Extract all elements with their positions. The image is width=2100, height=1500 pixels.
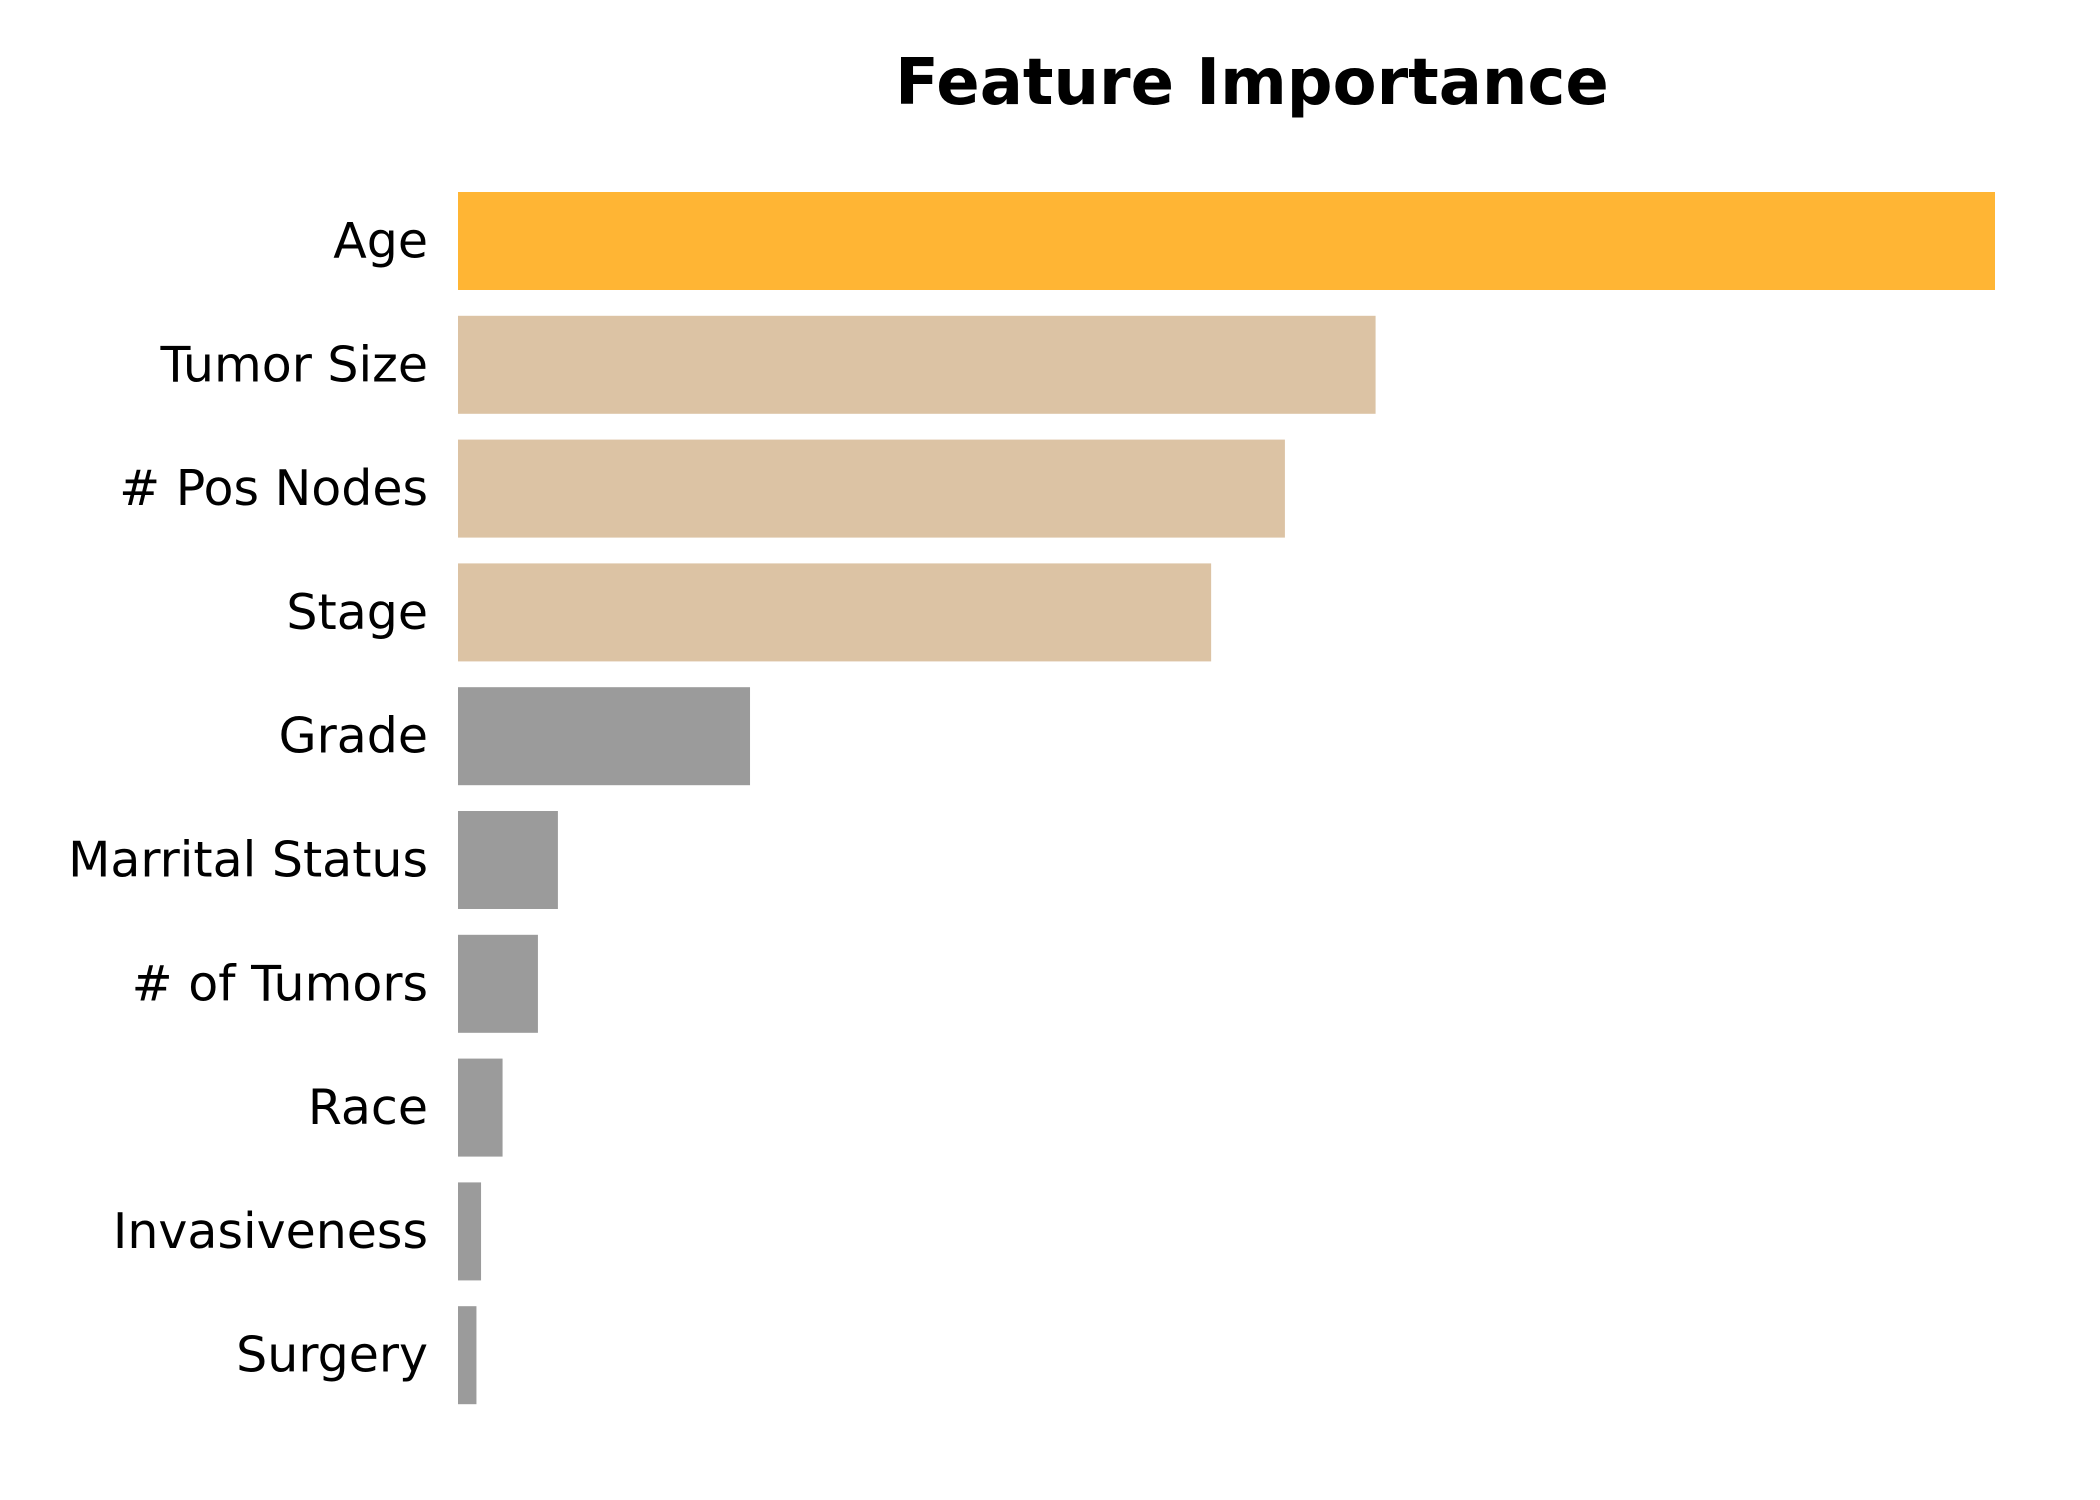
bar-of-tumors bbox=[458, 934, 538, 1033]
tick-label-tumor-size: Tumor Size bbox=[159, 336, 428, 393]
bar-race bbox=[458, 1058, 503, 1157]
chart-title: Feature Importance bbox=[895, 46, 1609, 120]
tick-labels-group: Age Tumor Size # Pos Nodes Stage Grade Marrit… bbox=[68, 213, 428, 1384]
bar-surgery bbox=[458, 1306, 477, 1405]
tick-label-surgery: Surgery bbox=[236, 1327, 428, 1384]
tick-label-race: Race bbox=[308, 1079, 428, 1136]
bar-age bbox=[458, 192, 1995, 290]
bar-grade bbox=[458, 687, 751, 786]
tick-label-marrital-status: Marrital Status bbox=[68, 832, 428, 889]
tick-label-stage: Stage bbox=[286, 584, 428, 641]
tick-label-of-tumors: # of Tumors bbox=[132, 955, 428, 1012]
bar-marrital-status bbox=[458, 811, 558, 909]
tick-label-age: Age bbox=[333, 213, 428, 270]
bar-tumor-size bbox=[458, 315, 1376, 414]
bar-stage bbox=[458, 563, 1212, 662]
bar-invasiveness bbox=[458, 1182, 482, 1281]
tick-label-pos-nodes: # Pos Nodes bbox=[119, 460, 428, 517]
bars-group bbox=[458, 192, 1995, 1405]
tick-label-grade: Grade bbox=[279, 708, 428, 765]
tick-label-invasiveness: Invasiveness bbox=[113, 1203, 428, 1260]
bar-pos-nodes bbox=[458, 439, 1285, 538]
